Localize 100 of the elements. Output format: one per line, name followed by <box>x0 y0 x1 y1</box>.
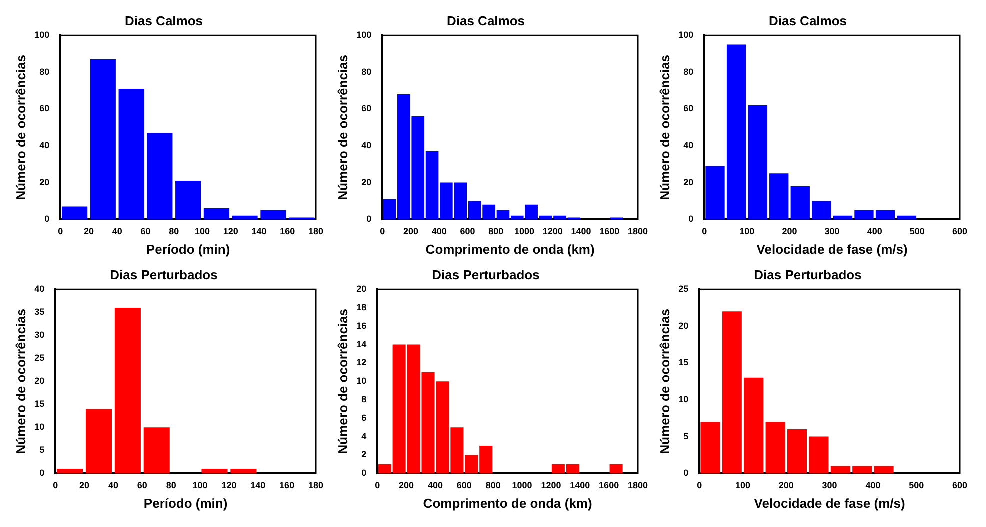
x-tick-label: 180 <box>308 480 324 490</box>
x-tick-label: 0 <box>53 480 58 490</box>
x-tick-label: 200 <box>399 480 414 490</box>
y-axis-title: Número de ocorrências <box>13 54 28 200</box>
chart-title: Dias Perturbados <box>110 267 218 282</box>
chart-title: Dias Calmos <box>446 13 526 28</box>
y-tick-label: 2 <box>362 450 367 460</box>
y-tick-label: 20 <box>34 376 45 386</box>
x-tick-label: 800 <box>486 480 501 490</box>
x-tick-label: 1000 <box>512 480 532 490</box>
x-tick-label: 20 <box>80 480 90 490</box>
x-tick-label: 400 <box>867 226 882 236</box>
y-tick-label: 20 <box>362 177 372 188</box>
x-tick-label: 1200 <box>542 226 563 236</box>
x-tick-label: 200 <box>782 226 798 236</box>
y-tick-label: 60 <box>40 104 50 114</box>
y-tick-label: 10 <box>678 394 689 404</box>
y-tick-label: 20 <box>684 177 694 188</box>
y-tick-label: 5 <box>40 445 45 456</box>
x-tick-label: 20 <box>84 226 94 236</box>
x-tick-label: 80 <box>166 480 176 490</box>
x-tick-label: 0 <box>375 480 380 490</box>
y-axis-title: Número de ocorrências <box>657 308 672 454</box>
y-tick-label: 60 <box>362 104 372 114</box>
x-tick-label: 1600 <box>600 226 620 236</box>
x-tick-label: 600 <box>460 226 476 236</box>
y-tick-label: 80 <box>40 66 50 77</box>
x-axis-title: Comprimento de onda (km) <box>426 242 595 257</box>
x-axis-title: Comprimento de onda (km) <box>423 496 592 511</box>
y-tick-label: 80 <box>362 66 372 77</box>
x-tick-label: 1600 <box>599 480 620 490</box>
y-tick-label: 10 <box>356 376 367 386</box>
x-axis-title: Período (min) <box>146 242 230 257</box>
x-tick-label: 40 <box>112 226 122 236</box>
x-tick-label: 120 <box>223 226 238 236</box>
x-tick-label: 400 <box>866 480 881 490</box>
x-tick-label: 0 <box>702 226 708 236</box>
x-tick-label: 100 <box>735 480 751 490</box>
y-tick-label: 40 <box>34 284 45 294</box>
y-axis-title: Número de ocorrências <box>657 54 672 200</box>
y-tick-label: 15 <box>678 358 689 368</box>
x-tick-label: 60 <box>140 226 151 236</box>
y-tick-label: 8 <box>362 394 367 404</box>
x-tick-label: 1800 <box>628 226 648 236</box>
y-tick-label: 20 <box>356 284 367 294</box>
y-axis-title: Número de ocorrências <box>13 308 28 454</box>
x-axis-title: Velocidade de fase (m/s) <box>756 242 908 257</box>
x-tick-label: 180 <box>308 226 324 236</box>
y-tick-label: 30 <box>34 330 45 340</box>
y-axis-title: Número de ocorrências <box>335 54 350 200</box>
x-tick-label: 80 <box>169 226 180 236</box>
x-tick-label: 160 <box>280 226 296 236</box>
x-axis-title: Velocidade de fase (m/s) <box>754 496 906 511</box>
x-tick-label: 140 <box>250 480 266 490</box>
x-tick-label: 200 <box>403 226 419 236</box>
y-tick-label: 4 <box>362 431 367 442</box>
x-tick-label: 400 <box>428 480 443 490</box>
x-tick-label: 40 <box>108 480 118 490</box>
y-tick-label: 16 <box>356 320 367 331</box>
y-tick-label: 6 <box>362 412 367 423</box>
y-tick-label: 0 <box>366 214 372 224</box>
chart-title: Dias Perturbados <box>754 267 862 282</box>
x-tick-label: 300 <box>822 480 838 490</box>
y-tick-label: 0 <box>688 214 694 224</box>
x-tick-label: 120 <box>222 480 237 490</box>
x-tick-label: 100 <box>192 480 208 490</box>
x-axis-title: Período (min) <box>144 496 228 511</box>
x-tick-label: 100 <box>740 226 755 236</box>
y-tick-label: 100 <box>34 30 50 40</box>
x-tick-label: 1400 <box>571 226 592 236</box>
y-tick-label: 35 <box>34 307 45 318</box>
y-tick-label: 60 <box>684 104 694 114</box>
x-tick-label: 500 <box>910 226 925 236</box>
y-tick-label: 5 <box>684 431 689 442</box>
y-tick-label: 100 <box>678 30 694 40</box>
x-tick-label: 600 <box>456 480 472 490</box>
x-tick-label: 800 <box>488 226 504 236</box>
y-tick-label: 25 <box>678 284 689 294</box>
y-tick-label: 14 <box>356 339 367 350</box>
x-tick-label: 600 <box>952 226 968 236</box>
x-tick-label: 1200 <box>541 480 562 490</box>
x-tick-label: 1000 <box>514 226 535 236</box>
y-tick-label: 100 <box>356 30 372 40</box>
x-tick-label: 0 <box>58 226 64 236</box>
x-tick-label: 100 <box>194 226 210 236</box>
chart-title: Dias Calmos <box>768 13 848 28</box>
x-tick-label: 1400 <box>570 480 590 490</box>
x-tick-label: 400 <box>432 226 447 236</box>
y-axis-title: Número de ocorrências <box>335 308 350 454</box>
x-tick-label: 500 <box>909 480 924 490</box>
x-tick-label: 60 <box>137 480 148 490</box>
x-tick-label: 140 <box>252 226 267 236</box>
y-tick-label: 20 <box>40 177 50 188</box>
x-tick-label: 200 <box>778 480 794 490</box>
x-tick-label: 0 <box>697 480 702 490</box>
y-tick-label: 18 <box>356 302 367 312</box>
y-tick-label: 40 <box>684 140 694 150</box>
x-tick-label: 0 <box>380 226 386 236</box>
y-tick-label: 40 <box>40 140 50 150</box>
chart-title: Dias Calmos <box>124 13 204 28</box>
